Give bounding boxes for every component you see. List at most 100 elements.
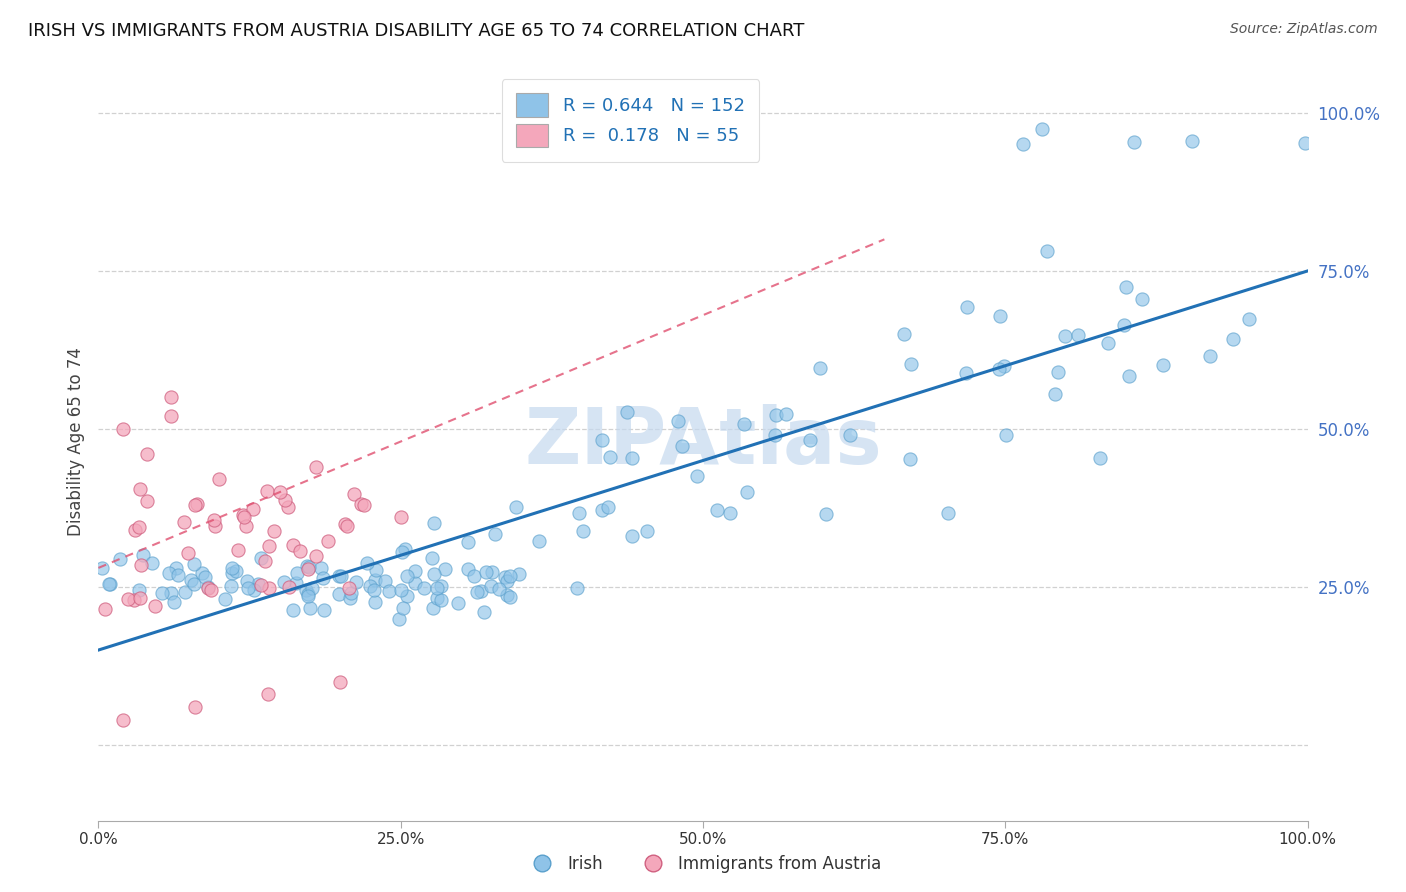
Point [591,503,613,517]
Legend: R = 0.644   N = 152, R =  0.178   N = 55: R = 0.644 N = 152, R = 0.178 N = 55 [502,79,759,161]
Point [591,433,613,447]
Point [479,579,502,593]
Point [763,427,786,442]
Point [420,550,443,565]
Point [567,506,589,520]
Point [1237,311,1260,326]
Point [111,713,134,727]
Point [364,573,387,587]
Point [314,603,336,617]
Point [97,577,120,591]
Point [135,447,157,461]
Point [208,473,231,487]
Point [1222,332,1244,346]
Point [243,582,266,597]
Point [1152,358,1174,372]
Point [599,450,621,465]
Point [404,575,426,590]
Point [254,554,277,568]
Text: Source: ZipAtlas.com: Source: ZipAtlas.com [1230,22,1378,37]
Point [225,564,247,578]
Point [339,591,361,606]
Legend: Irish, Immigrants from Austria: Irish, Immigrants from Austria [519,848,887,880]
Point [312,571,335,585]
Point [128,520,150,534]
Point [328,569,350,583]
Point [247,577,270,591]
Point [200,582,222,597]
Point [228,543,250,558]
Point [422,601,444,615]
Point [150,586,173,600]
Point [183,577,205,591]
Point [197,582,219,596]
Point [285,576,308,591]
Point [214,592,236,607]
Point [735,485,758,500]
Point [775,407,797,421]
Point [219,578,242,592]
Point [343,487,366,501]
Point [363,583,385,598]
Point [165,561,187,575]
Point [765,408,787,422]
Point [344,574,367,589]
Point [484,526,506,541]
Point [329,674,352,689]
Point [430,592,453,607]
Point [470,584,492,599]
Point [184,498,207,512]
Point [177,546,200,560]
Point [232,508,254,523]
Point [93,601,115,615]
Point [128,583,150,598]
Point [221,561,243,575]
Point [141,556,163,570]
Point [389,582,412,597]
Point [378,583,401,598]
Point [111,422,134,436]
Point [426,582,449,596]
Point [1012,137,1035,152]
Point [567,581,589,595]
Point [136,493,159,508]
Y-axis label: Disability Age 65 to 74: Disability Age 65 to 74 [66,347,84,536]
Point [160,390,183,404]
Point [898,452,921,467]
Text: IRISH VS IMMIGRANTS FROM AUSTRIA DISABILITY AGE 65 TO 74 CORRELATION CHART: IRISH VS IMMIGRANTS FROM AUSTRIA DISABIL… [28,22,804,40]
Point [288,544,311,558]
Point [294,583,316,598]
Point [1043,387,1066,401]
Point [616,405,638,419]
Point [183,558,205,572]
Point [706,503,728,517]
Point [955,367,977,381]
Point [202,512,225,526]
Point [194,570,217,584]
Point [295,559,318,574]
Point [395,569,418,583]
Point [1122,135,1144,149]
Point [893,326,915,341]
Point [1047,365,1070,379]
Point [404,564,426,578]
Point [359,578,381,592]
Point [91,560,114,574]
Point [235,519,257,533]
Point [337,582,360,596]
Point [988,362,1011,376]
Point [423,516,446,530]
Point [274,493,297,508]
Point [191,566,214,580]
Point [298,560,321,574]
Point [621,451,644,466]
Text: ZIPAtlas: ZIPAtlas [524,403,882,480]
Point [1294,136,1316,150]
Point [143,599,166,613]
Point [305,459,328,474]
Point [394,542,416,557]
Point [328,586,350,600]
Point [330,569,353,583]
Point [472,605,495,619]
Point [474,566,496,580]
